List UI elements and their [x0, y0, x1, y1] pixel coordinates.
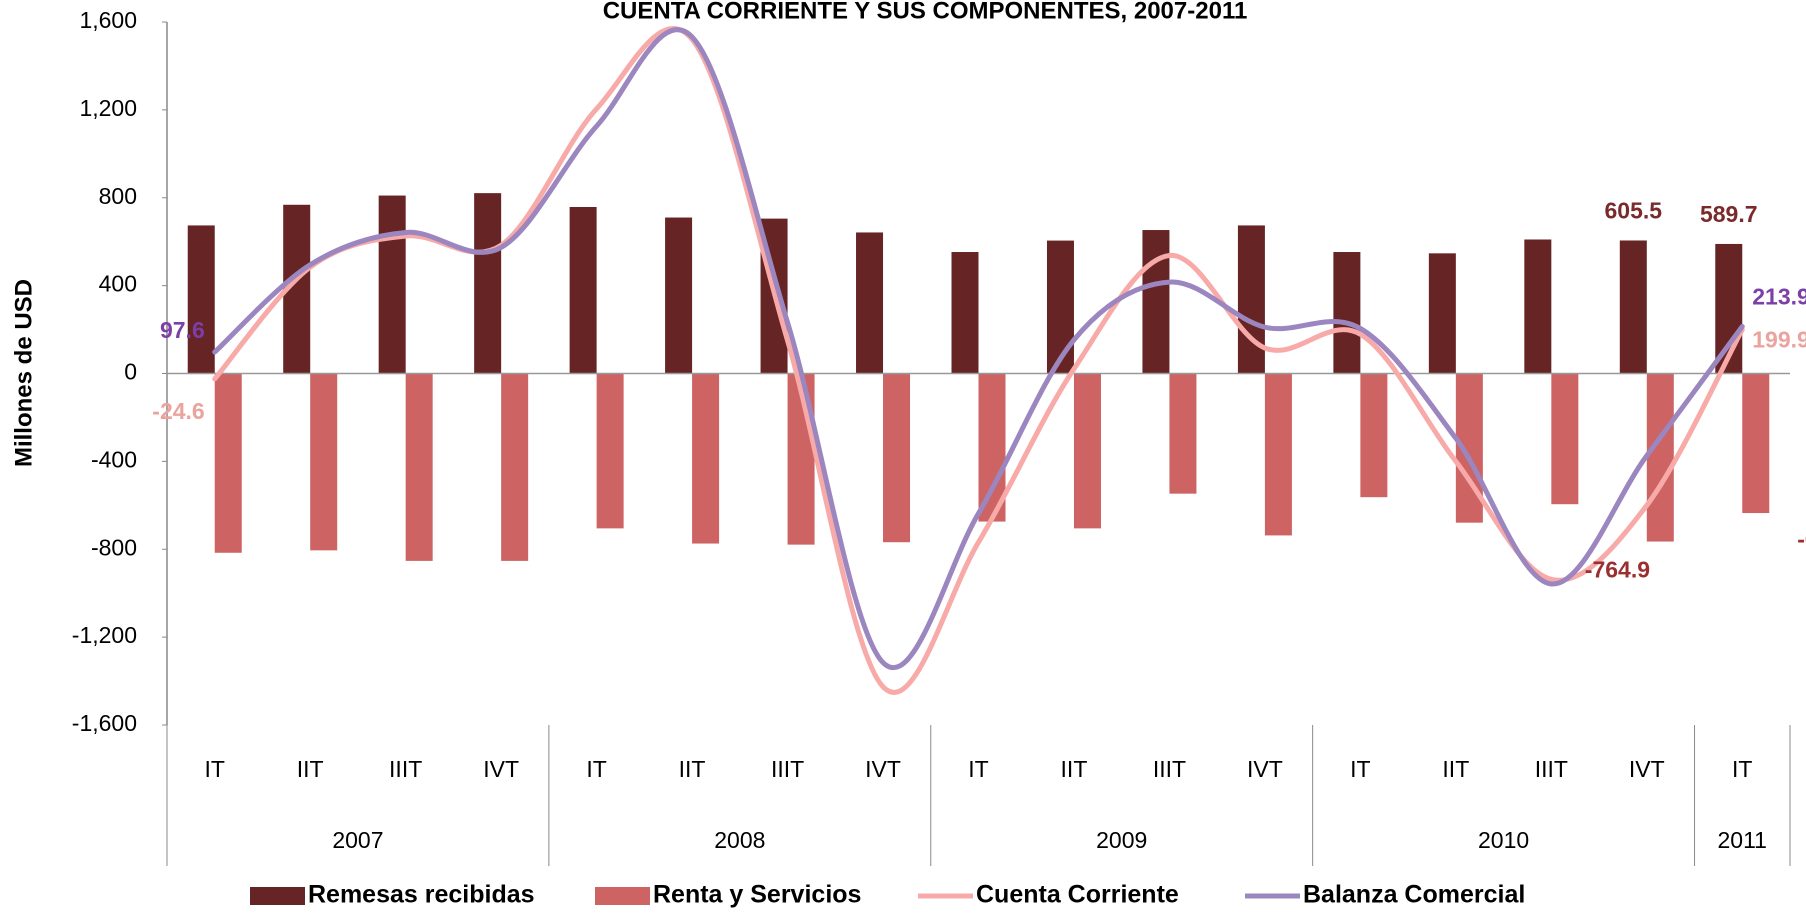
data-label: 589.7	[1700, 201, 1758, 227]
x-tick-label: IVT	[1247, 756, 1283, 782]
x-tick-label: IT	[586, 756, 606, 782]
bar	[1646, 373, 1674, 542]
data-label: -764.9	[1585, 557, 1650, 583]
data-label: -635.2	[1797, 526, 1806, 552]
bar	[1333, 252, 1361, 374]
x-tick-label: IT	[968, 756, 988, 782]
x-tick-label: IIT	[297, 756, 324, 782]
bar	[1142, 230, 1170, 374]
data-label: 213.9	[1752, 284, 1806, 310]
y-tick-label: -800	[91, 534, 137, 560]
bar	[310, 373, 338, 551]
bar	[856, 232, 884, 374]
y-tick-label: 1,600	[79, 7, 137, 33]
year-label: 2008	[714, 827, 765, 853]
legend-swatch	[250, 887, 305, 905]
year-label: 2007	[332, 827, 383, 853]
y-tick-label: -400	[91, 446, 137, 472]
x-tick-label: IT	[1732, 756, 1752, 782]
bar	[474, 193, 502, 374]
y-tick-label: 400	[99, 271, 137, 297]
x-tick-label: IIT	[679, 756, 706, 782]
bar	[187, 225, 215, 374]
bar	[692, 373, 720, 544]
x-tick-label: IT	[205, 756, 225, 782]
x-tick-label: IT	[1350, 756, 1370, 782]
bar	[665, 217, 693, 374]
y-tick-label: -1,200	[72, 622, 137, 648]
bar	[596, 373, 624, 529]
bar	[1551, 373, 1579, 505]
x-tick-label: IVT	[1629, 756, 1665, 782]
bar	[1360, 373, 1388, 498]
x-tick-label: IIIT	[1535, 756, 1568, 782]
legend-swatch	[595, 887, 650, 905]
y-tick-label: -1,600	[72, 710, 137, 736]
bar	[1169, 373, 1197, 494]
chart-title: CUENTA CORRIENTE Y SUS COMPONENTES, 2007…	[603, 0, 1248, 24]
bar	[883, 373, 911, 543]
bar	[1742, 373, 1770, 514]
x-tick-label: IVT	[483, 756, 519, 782]
data-label: -24.6	[152, 398, 204, 424]
bar	[1237, 225, 1265, 374]
bar	[405, 373, 433, 561]
x-tick-label: IIT	[1061, 756, 1088, 782]
legend-label: Remesas recibidas	[308, 881, 535, 909]
year-label: 2011	[1718, 827, 1767, 853]
x-tick-label: IIT	[1442, 756, 1469, 782]
y-axis-label: Millones de USD	[10, 279, 37, 467]
legend-label: Cuenta Corriente	[976, 881, 1179, 909]
bar	[1524, 239, 1552, 374]
bar	[1073, 373, 1101, 529]
year-label: 2009	[1096, 827, 1147, 853]
bar	[951, 252, 979, 374]
bar	[378, 195, 406, 374]
legend-label: Renta y Servicios	[653, 881, 861, 909]
y-tick-label: 800	[99, 183, 137, 209]
data-label: 605.5	[1605, 198, 1663, 224]
y-tick-label: 1,200	[79, 95, 137, 121]
x-tick-label: IIIT	[771, 756, 804, 782]
bar	[501, 373, 529, 561]
bar	[214, 373, 242, 553]
legend-label: Balanza Comercial	[1303, 881, 1525, 909]
y-tick-label: 0	[124, 359, 137, 385]
bar	[1264, 373, 1292, 536]
bar	[569, 206, 597, 374]
data-label: 97.6	[160, 317, 205, 343]
bar	[1046, 240, 1074, 374]
bar	[1428, 253, 1456, 374]
x-tick-label: IVT	[865, 756, 901, 782]
x-tick-label: IIIT	[389, 756, 422, 782]
year-label: 2010	[1478, 827, 1529, 853]
x-tick-label: IIIT	[1153, 756, 1186, 782]
data-label: 199.9	[1752, 327, 1806, 353]
line	[212, 27, 1745, 671]
bar	[1619, 240, 1647, 374]
